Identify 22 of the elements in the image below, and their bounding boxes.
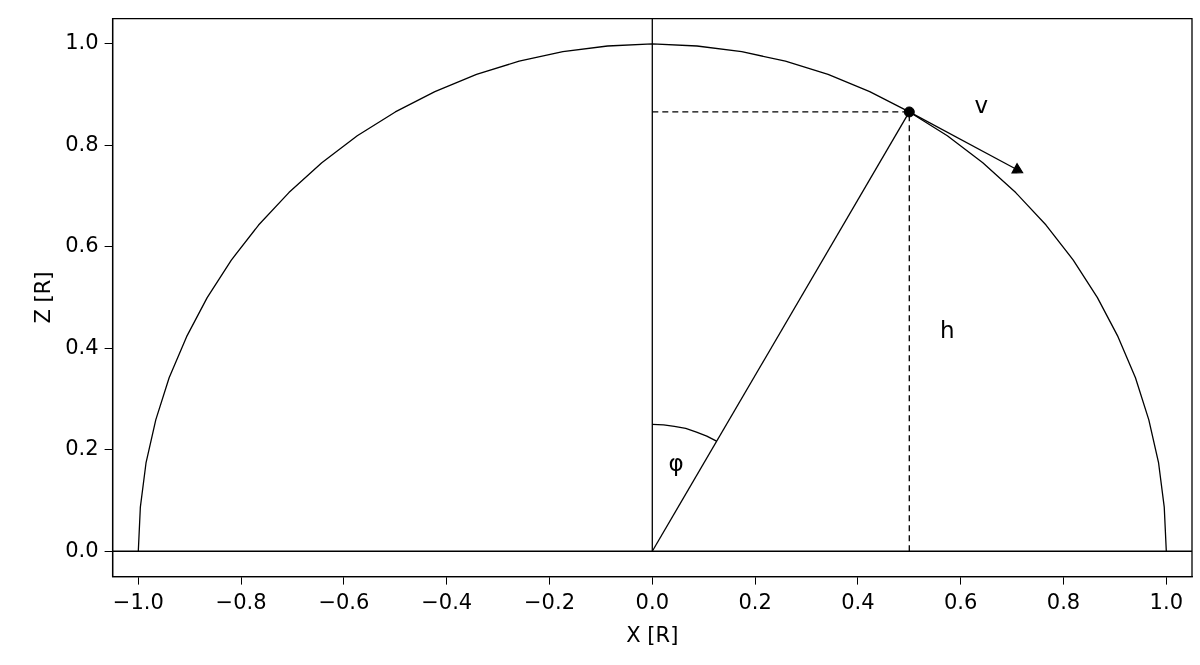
x-tick-label: −1.0 (112, 589, 164, 614)
x-tick-label: 0.6 (944, 589, 978, 614)
y-tick-label: 0.8 (65, 131, 99, 156)
series-label: φ (668, 450, 684, 477)
series-label: h (940, 316, 955, 343)
x-tick-label: 0.8 (1046, 589, 1081, 614)
y-tick-label: 0.2 (65, 436, 99, 461)
y-tick-label: 0.6 (65, 233, 99, 258)
y-tick-label: 1.0 (65, 30, 99, 55)
x-tick-label: −0.8 (215, 589, 267, 614)
x-tick-label: 0.4 (841, 589, 875, 614)
series-label: v (974, 92, 989, 119)
x-tick-label: −0.4 (421, 589, 473, 614)
y-axis-title: Z [R] (31, 271, 56, 324)
y-tick-label: 0.0 (65, 537, 99, 562)
x-tick-label: −0.2 (524, 589, 575, 614)
x-tick-label: −0.6 (318, 589, 370, 614)
x-tick-label: 0.0 (635, 589, 669, 614)
y-tick-label: 0.4 (65, 334, 99, 359)
x-axis-title: X [R] (626, 622, 679, 647)
x-tick-label: 0.2 (738, 589, 772, 614)
x-tick-label: 1.0 (1149, 589, 1183, 614)
